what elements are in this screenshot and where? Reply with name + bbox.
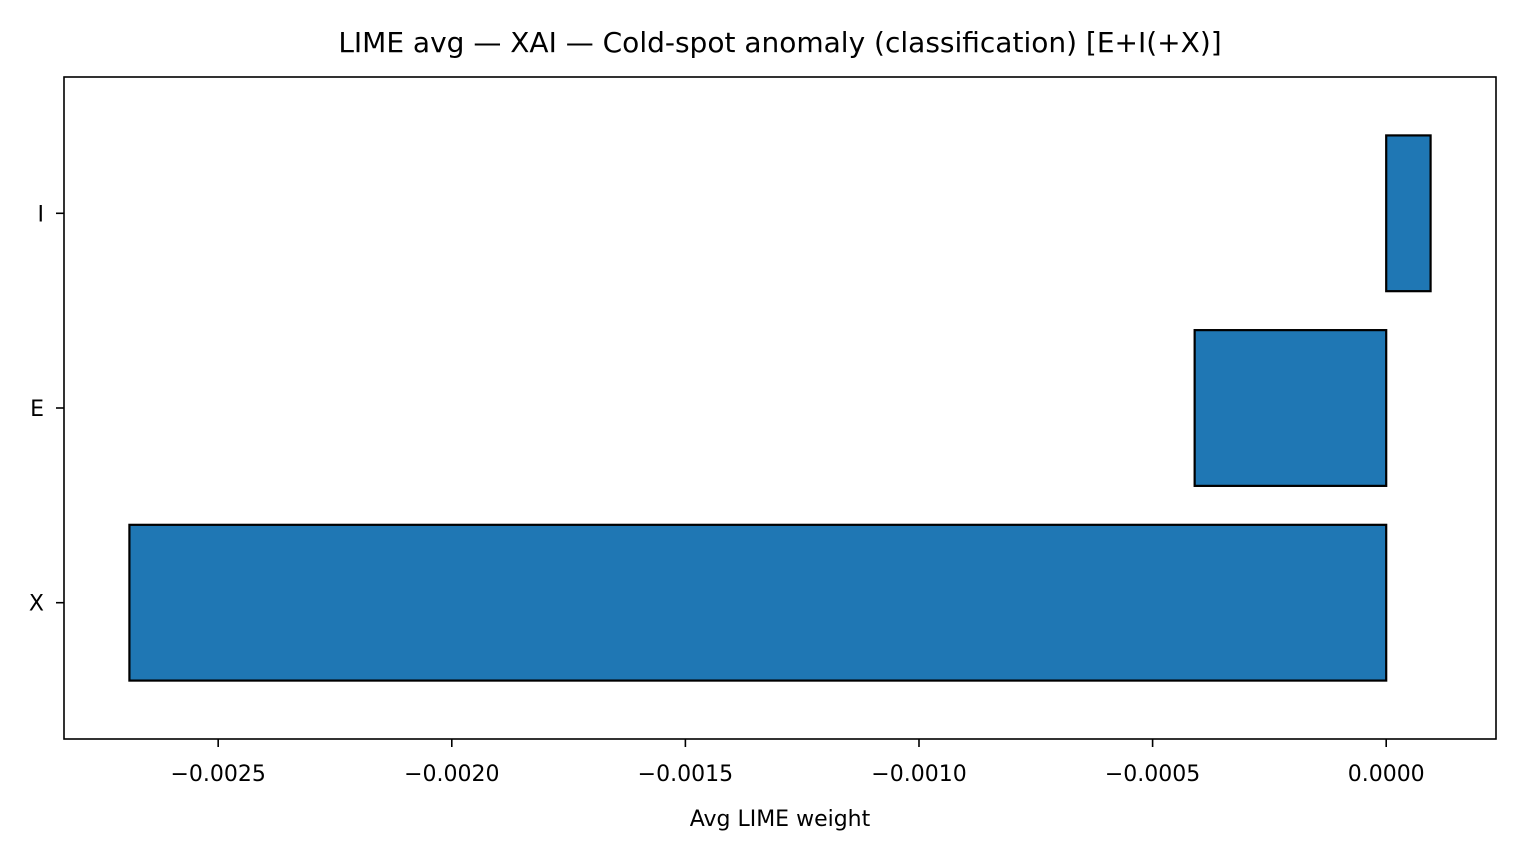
y-axis-ticks: X E I [29,202,64,617]
x-axis-ticks: −0.0025 −0.0020 −0.0015 −0.0010 −0.0005 0.000… [170,739,1425,787]
x-tick-label: −0.0015 [638,762,733,787]
x-tick-label: 0.0000 [1348,762,1425,787]
x-tick-label: −0.0025 [170,762,265,787]
bars-group [128,134,1432,682]
bar-i [1385,134,1432,293]
y-tick-label-x: X [29,592,44,617]
x-axis-label: Avg LIME weight [690,807,871,832]
bar-e [1193,329,1388,487]
y-tick-label-i: I [38,202,45,227]
y-tick-label-e: E [30,397,44,422]
x-tick-label: −0.0005 [1105,762,1200,787]
x-tick-label: −0.0020 [404,762,499,787]
chart-title: LIME avg — XAI — Cold-spot anomaly (clas… [338,26,1221,59]
x-tick-label: −0.0010 [871,762,966,787]
bar-x [128,523,1388,682]
